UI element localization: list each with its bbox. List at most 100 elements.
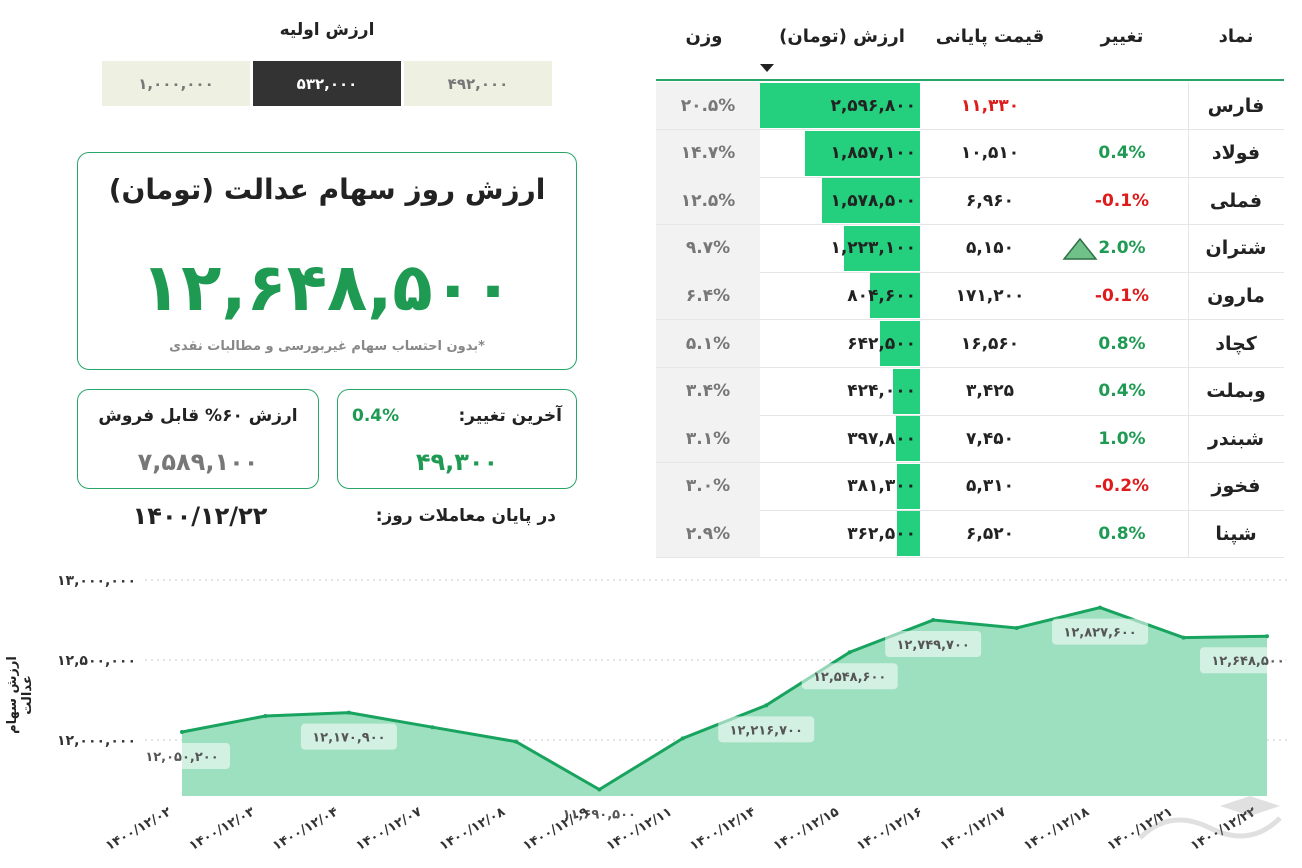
sellable-value-label: ارزش ۶۰% قابل فروش <box>98 406 298 426</box>
row-symbol: فولاد <box>1211 142 1261 165</box>
row-change: -0.1% <box>1056 272 1189 320</box>
row-value: ۲,۵۹۶,۸۰۰ <box>760 82 920 129</box>
x-tick-label: ۱۴۰۰/۱۲/۱۷ <box>938 804 1009 854</box>
table-row[interactable]: شبندر 1.0% ۷,۴۵۰ ۳۹۷,۸۰۰ ۳.۱% <box>656 415 1284 464</box>
row-symbol: شتران <box>1205 237 1267 260</box>
row-value: ۱,۸۵۷,۱۰۰ <box>760 130 920 177</box>
table-row[interactable]: شپنا 0.8% ۶,۵۲۰ ۳۶۲,۵۰۰ ۲.۹% <box>656 510 1284 559</box>
row-change: 0.4% <box>1056 367 1189 415</box>
row-symbol: شبندر <box>1207 427 1265 450</box>
sellable-value-amount: ۷,۵۸۹,۱۰۰ <box>137 448 259 476</box>
chart-point <box>764 703 769 708</box>
row-weight: ۶.۴% <box>656 272 760 320</box>
data-label-bg <box>551 800 648 827</box>
chart-point <box>513 739 518 744</box>
last-change-percent: 0.4% <box>352 406 400 426</box>
chart-point <box>597 787 602 792</box>
header-symbol[interactable]: نماد <box>1218 26 1254 47</box>
row-weight: ۱۴.۷% <box>656 129 760 177</box>
row-symbol: فملی <box>1209 189 1263 212</box>
row-weight-bar <box>760 83 920 128</box>
row-value-text: ۳۸۱,۳۰۰ <box>847 476 916 497</box>
data-label: ۱۲,۵۴۸,۶۰۰ <box>813 670 886 685</box>
row-value: ۶۴۲,۵۰۰ <box>760 320 920 367</box>
row-value-text: ۴۲۴,۰۰۰ <box>847 381 916 402</box>
chart-point <box>263 714 268 718</box>
row-value: ۱,۲۲۳,۱۰۰ <box>760 225 920 272</box>
data-label: ۱۲,۰۵۰,۲۰۰ <box>145 750 218 765</box>
row-change: -0.1% <box>1056 177 1189 225</box>
y-tick-label: ۱۲,۰۰۰,۰۰۰ <box>57 733 136 749</box>
initial-option-532000[interactable]: ۵۳۲,۰۰۰ <box>253 61 401 106</box>
row-value-text: ۱,۸۵۷,۱۰۰ <box>830 143 916 164</box>
row-symbol: شپنا <box>1215 522 1257 545</box>
x-tick-label: ۱۴۰۰/۱۲/۱۶ <box>854 804 925 853</box>
row-price: ۵,۱۵۰ <box>966 238 1014 259</box>
sort-desc-icon[interactable] <box>760 64 774 72</box>
table-row[interactable]: مارون -0.1% ۱۷۱,۲۰۰ ۸۰۴,۶۰۰ ۶.۴% <box>656 272 1284 321</box>
row-value-text: ۲,۵۹۶,۸۰۰ <box>830 95 916 116</box>
chart-point <box>1098 605 1103 610</box>
row-symbol: وبملت <box>1206 380 1266 403</box>
row-weight-bar <box>893 368 920 414</box>
chart-point <box>180 729 184 734</box>
chart-point <box>1014 626 1019 630</box>
x-tick-label: ۱۴۰۰/۱۲/۰۴ <box>270 804 341 854</box>
y-tick-label: ۱۲,۵۰۰,۰۰۰ <box>57 653 136 669</box>
table-row[interactable]: وبملت 0.4% ۳,۴۲۵ ۴۲۴,۰۰۰ ۳.۴% <box>656 367 1284 416</box>
chart-point <box>680 736 685 741</box>
x-tick-label: ۱۴۰۰/۱۲/۰۷ <box>354 804 425 854</box>
row-price: ۱۷۱,۲۰۰ <box>955 285 1025 306</box>
table-row[interactable]: کچاد 0.8% ۱۶,۵۶۰ ۶۴۲,۵۰۰ ۵.۱% <box>656 320 1284 368</box>
row-symbol: فارس <box>1207 94 1265 117</box>
data-label-bg <box>1052 618 1149 645</box>
row-weight-bar <box>897 511 920 557</box>
date-label: در پایان معاملات روز: <box>375 506 556 526</box>
row-value: ۳۶۲,۵۰۰ <box>760 510 920 557</box>
chart-point <box>1265 634 1269 639</box>
row-value: ۴۲۴,۰۰۰ <box>760 368 920 415</box>
row-weight-bar <box>870 273 920 319</box>
table-row[interactable]: شتران 2.0% ۵,۱۵۰ ۱,۲۲۳,۱۰۰ ۹.۷% <box>656 224 1284 273</box>
row-change: 0.8% <box>1056 510 1189 558</box>
data-label-bg <box>1200 647 1296 674</box>
row-weight-bar <box>805 130 920 176</box>
row-change: -0.2% <box>1056 462 1189 510</box>
row-value: ۱,۵۷۸,۵۰۰ <box>760 177 920 224</box>
table-row[interactable]: فخوز -0.2% ۵,۳۱۰ ۳۸۱,۳۰۰ ۳.۰% <box>656 462 1284 511</box>
data-label-bg <box>885 631 982 658</box>
header-price[interactable]: قیمت پایانی <box>935 26 1045 47</box>
last-change-label: آخرین تغییر: <box>458 406 563 426</box>
table-row[interactable]: فولاد 0.4% ۱۰,۵۱۰ ۱,۸۵۷,۱۰۰ ۱۴.۷% <box>656 129 1284 178</box>
current-value-title: ارزش روز سهام عدالت (تومان) <box>108 173 546 206</box>
row-price: ۱۱,۳۳۰ <box>960 95 1020 116</box>
data-label: ۱۱,۶۹۰,۵۰۰ <box>563 808 636 823</box>
table-row[interactable]: فملی -0.1% ۶,۹۶۰ ۱,۵۷۸,۵۰۰ ۱۲.۵% <box>656 177 1284 226</box>
header-change[interactable]: تغییر <box>1100 26 1144 47</box>
row-weight: ۵.۱% <box>656 320 760 367</box>
row-weight: ۱۲.۵% <box>656 177 760 225</box>
data-label-bg <box>718 716 815 743</box>
last-change-amount: ۴۹,۳۰۰ <box>415 448 499 476</box>
data-label: ۱۲,۶۴۸,۵۰۰ <box>1211 654 1284 669</box>
last-change-card: آخرین تغییر: 0.4% ۴۹,۳۰۰ <box>337 389 577 489</box>
row-change: 0.4% <box>1056 129 1189 177</box>
row-weight-bar <box>895 416 920 462</box>
site-logo-watermark <box>1138 796 1282 840</box>
row-weight-bar <box>896 463 920 509</box>
row-symbol: مارون <box>1207 284 1265 307</box>
row-value: ۸۰۴,۶۰۰ <box>760 272 920 319</box>
data-label-bg <box>134 742 230 769</box>
header-value[interactable]: ارزش (تومان) <box>779 26 905 47</box>
initial-option-1000000[interactable]: ۱,۰۰۰,۰۰۰ <box>102 61 250 106</box>
chart-area-fill <box>182 607 1267 796</box>
x-tick-label: ۱۴۰۰/۱۲/۰۸ <box>437 804 508 854</box>
row-symbol: کچاد <box>1215 332 1257 355</box>
initial-option-492000[interactable]: ۴۹۲,۰۰۰ <box>404 61 552 106</box>
row-weight: ۳.۱% <box>656 415 760 463</box>
row-value-text: ۳۹۷,۸۰۰ <box>847 428 916 449</box>
row-price: ۶,۹۶۰ <box>966 190 1014 211</box>
row-change: 0.8% <box>1056 320 1189 367</box>
table-row[interactable]: فارس ۱۱,۳۳۰ ۲,۵۹۶,۸۰۰ ۲۰.۵% <box>656 82 1284 130</box>
header-weight[interactable]: وزن <box>685 26 723 47</box>
